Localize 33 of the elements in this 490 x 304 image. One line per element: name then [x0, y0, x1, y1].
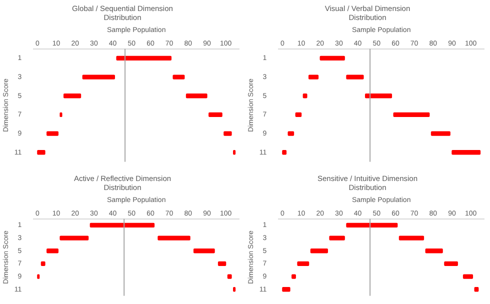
bar	[208, 112, 222, 118]
bar	[425, 248, 443, 254]
bar	[308, 74, 319, 80]
bar	[452, 150, 481, 155]
bar	[310, 248, 328, 254]
bar	[329, 236, 345, 240]
bar	[320, 56, 345, 61]
bar	[297, 261, 310, 266]
bar	[82, 74, 115, 80]
bar	[46, 131, 58, 136]
bar	[116, 56, 172, 61]
bar	[218, 261, 226, 266]
bar	[186, 94, 208, 98]
bar	[172, 74, 185, 80]
bar	[462, 274, 474, 279]
bar	[346, 74, 364, 80]
bar	[288, 131, 294, 136]
bar	[158, 236, 190, 240]
bar	[393, 112, 430, 118]
bar	[398, 236, 424, 240]
bar	[90, 222, 155, 228]
bar	[346, 222, 398, 228]
bar	[46, 248, 58, 254]
bar	[444, 261, 458, 266]
bar	[364, 94, 392, 98]
bar	[193, 248, 215, 254]
bar	[224, 131, 232, 136]
bar	[63, 94, 82, 98]
bar	[37, 150, 46, 155]
bar	[60, 236, 89, 240]
bar	[430, 131, 450, 136]
bar	[295, 112, 302, 118]
bar	[282, 287, 290, 292]
